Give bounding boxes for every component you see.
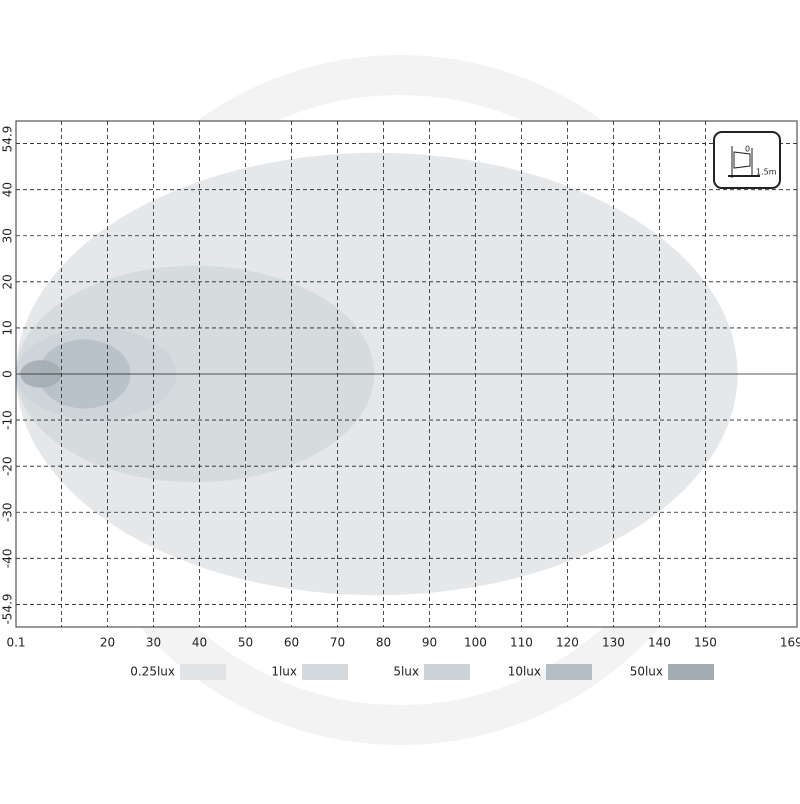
y-tick-label: 20 [1,274,15,289]
legend-swatch [424,664,470,680]
plot-border [15,120,798,628]
x-tick-label: 70 [330,636,345,650]
legend-label: 5lux [393,665,419,679]
y-tick-label: -40 [1,549,15,569]
x-tick-label: 169.9 [780,636,800,650]
x-tick-label: 120 [556,636,579,650]
legend-label: 0.25lux [130,665,175,679]
y-tick-label: 54.9 [1,126,15,153]
x-tick-label: 80 [376,636,391,650]
y-tick-label: 0 [1,370,15,378]
legend-swatch [302,664,348,680]
x-tick-label: 20 [100,636,115,650]
mounting-icon: 0 1.5m [713,131,781,189]
x-tick-label: 150 [694,636,717,650]
x-tick-label: 110 [510,636,533,650]
x-tick-label: 0.1 [6,636,25,650]
y-tick-label: 30 [1,228,15,243]
y-tick-label: 40 [1,182,15,197]
x-tick-label: 100 [464,636,487,650]
x-tick-label: 90 [422,636,437,650]
x-tick-label: 50 [238,636,253,650]
icon-label: 1.5m [756,168,777,177]
legend-label: 10lux [508,665,541,679]
y-tick-label: -30 [1,502,15,522]
x-tick-label: 30 [146,636,161,650]
legend-swatch [668,664,714,680]
x-tick-label: 60 [284,636,299,650]
y-tick-label: -54.9 [1,593,15,624]
y-tick-label: -20 [1,456,15,476]
legend-label: 50lux [630,665,663,679]
x-tick-label: 130 [602,636,625,650]
legend-label: 1lux [271,665,297,679]
legend-swatch [180,664,226,680]
y-tick-label: -10 [1,410,15,430]
legend-swatch [546,664,592,680]
x-tick-label: 40 [192,636,207,650]
y-tick-label: 10 [1,320,15,335]
x-tick-label: 140 [648,636,671,650]
icon-label: 0 [745,145,750,154]
